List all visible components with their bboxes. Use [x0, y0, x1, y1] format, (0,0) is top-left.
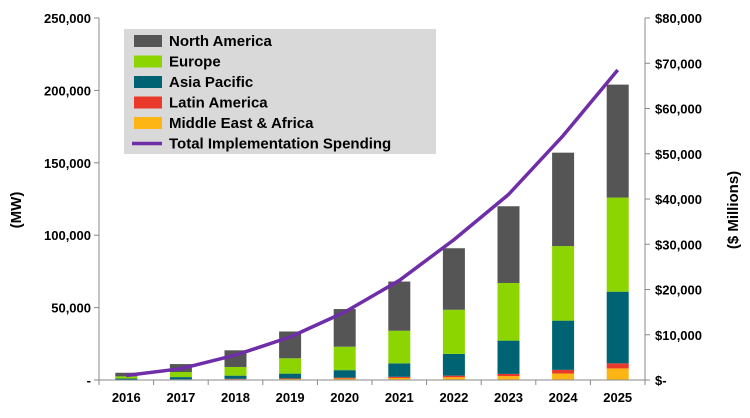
- bar-segment: [169, 372, 192, 378]
- bar-segment: [606, 84, 629, 198]
- axes-group: - 50,000 100,000 150,000 200,000 250,000 $- $10…: [44, 11, 702, 405]
- bar-segment: [224, 366, 247, 376]
- bar-segment: [606, 363, 629, 369]
- x-tick-label: 2023: [494, 390, 523, 405]
- legend-label: North America: [169, 33, 272, 50]
- legend-label: Middle East & Africa: [169, 115, 314, 132]
- bar-segment: [552, 369, 575, 374]
- bar-segment: [442, 375, 465, 378]
- y-left-tick-label: 150,000: [44, 156, 91, 171]
- legend-label: Asia Pacific: [169, 74, 253, 91]
- bars-group: [115, 84, 629, 380]
- y-right-tick-label: $80,000: [655, 11, 702, 26]
- legend-label: Total Implementation Spending: [169, 136, 391, 153]
- bar-segment: [388, 281, 411, 331]
- bar-segment: [497, 340, 520, 374]
- legend-swatch: [134, 96, 162, 109]
- y-right-tick-label: $60,000: [655, 102, 702, 117]
- bar-segment: [333, 346, 356, 371]
- bar-segment: [115, 378, 138, 380]
- x-tick-label: 2017: [166, 390, 195, 405]
- y-right-tick-label: $20,000: [655, 283, 702, 298]
- bar-segment: [388, 376, 411, 378]
- bar-segment: [333, 377, 356, 379]
- y-right-tick-label: $10,000: [655, 328, 702, 343]
- bar-segment: [279, 378, 302, 380]
- y-right-tick-label: $70,000: [655, 56, 702, 71]
- bar-segment: [333, 370, 356, 378]
- bar-segment: [552, 320, 575, 370]
- legend-swatch: [134, 55, 162, 68]
- bar-segment: [333, 378, 356, 380]
- bar-segment: [224, 375, 247, 379]
- bar-segment: [333, 309, 356, 347]
- y-right-axis-title: ($ Millions): [725, 171, 742, 249]
- bar-segment: [442, 353, 465, 376]
- legend-swatch: [134, 117, 162, 129]
- y-right-tick-label: $30,000: [655, 237, 702, 252]
- x-tick-label: 2022: [439, 390, 468, 405]
- x-tick-label: 2020: [330, 390, 359, 405]
- bar-segment: [279, 358, 302, 374]
- legend-label: Europe: [169, 54, 221, 71]
- bar-segment: [388, 377, 411, 380]
- bar-segment: [552, 373, 575, 380]
- legend: North America Europe Asia Pacific Latin Ame…: [124, 29, 436, 154]
- bar-segment: [442, 377, 465, 380]
- legend-label: Latin America: [169, 95, 268, 112]
- bar-segment: [442, 248, 465, 310]
- y-left-tick-label: 100,000: [44, 228, 91, 243]
- bar-segment: [279, 378, 302, 379]
- bar-segment: [169, 377, 192, 380]
- bar-segment: [497, 206, 520, 283]
- bar-segment: [497, 373, 520, 377]
- bar-segment: [115, 376, 138, 379]
- y-right-tick-label: $-: [655, 373, 667, 388]
- legend-swatch: [134, 76, 162, 88]
- legend-swatch: [134, 35, 162, 47]
- x-tick-label: 2021: [385, 390, 414, 405]
- y-right-tick-label: $50,000: [655, 147, 702, 162]
- x-tick-label: 2019: [276, 390, 305, 405]
- x-tick-label: 2024: [549, 390, 579, 405]
- y-left-tick-label: 200,000: [44, 83, 91, 98]
- y-left-axis-title: (MW): [8, 192, 25, 229]
- bar-segment: [606, 291, 629, 364]
- bar-segment: [552, 246, 575, 321]
- x-tick-label: 2025: [603, 390, 632, 405]
- y-left-tick-label: -: [87, 373, 91, 388]
- y-left-tick-label: 50,000: [51, 301, 91, 316]
- bar-segment: [606, 368, 629, 380]
- spending-line: [126, 68, 620, 378]
- x-tick-label: 2016: [112, 390, 141, 405]
- y-right-tick-label: $40,000: [655, 192, 702, 207]
- bar-segment: [388, 363, 411, 377]
- bar-segment: [442, 309, 465, 354]
- bar-segment: [606, 197, 629, 292]
- bar-segment: [497, 376, 520, 380]
- bar-segment: [279, 373, 302, 379]
- bar-segment: [497, 282, 520, 341]
- bar-segment: [388, 330, 411, 364]
- spending-line-group: [126, 68, 620, 378]
- legend-background: [124, 29, 436, 154]
- y-left-tick-label: 250,000: [44, 11, 91, 26]
- bar-segment: [552, 152, 575, 247]
- x-tick-label: 2018: [221, 390, 250, 405]
